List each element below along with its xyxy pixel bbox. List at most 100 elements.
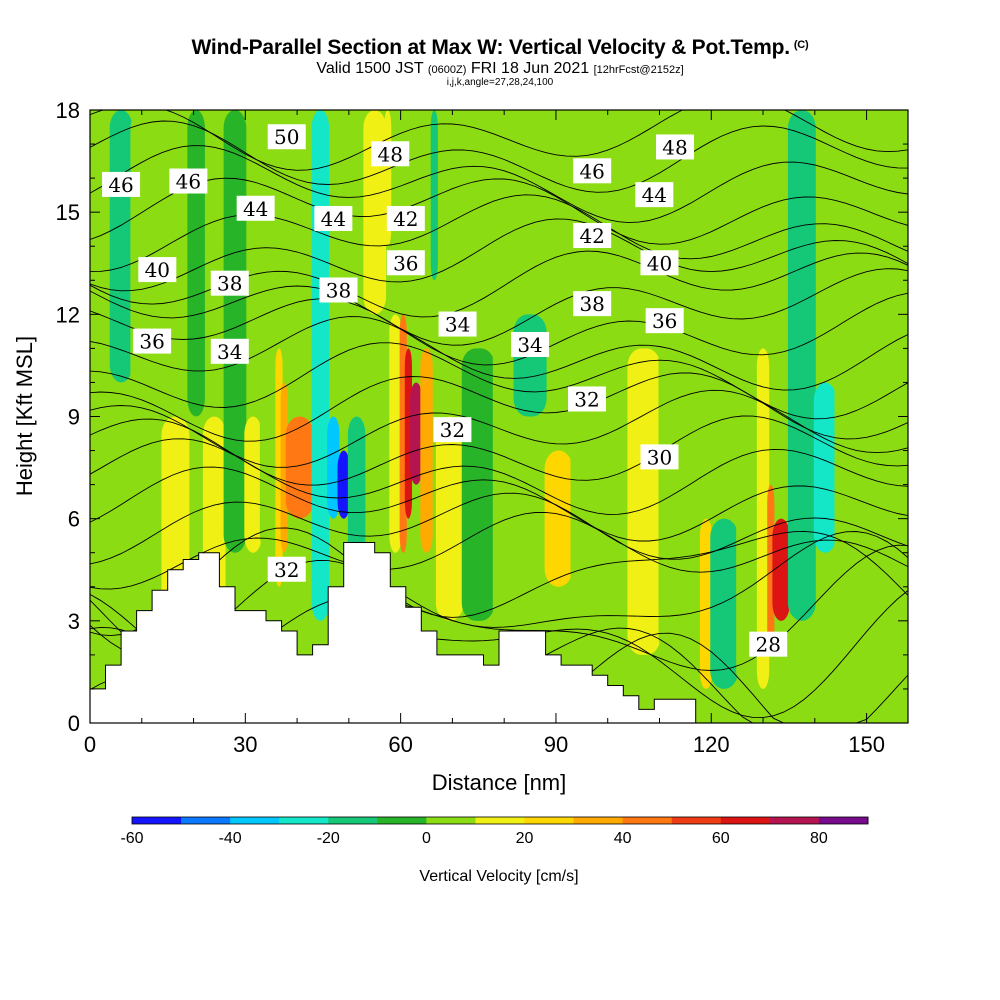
contour-label-bg xyxy=(635,182,674,208)
colorbar-label: Vertical Velocity [cm/s] xyxy=(419,868,578,885)
contour-label-bg xyxy=(138,257,177,283)
contour-label-text: 44 xyxy=(321,207,346,231)
y-axis-label: Height [Kft MSL] xyxy=(12,336,37,496)
colorbar-swatch xyxy=(671,817,722,824)
contour-label-bg xyxy=(438,311,477,337)
contour-label-text: 34 xyxy=(517,333,542,357)
contour-label-bg xyxy=(640,444,679,470)
contour-label: 34 xyxy=(438,311,477,337)
contour-label-bg xyxy=(749,631,788,657)
colorbar-swatch xyxy=(475,817,526,824)
contour-label: 50 xyxy=(267,124,306,150)
contour-label-bg xyxy=(314,205,353,231)
contour-label-text: 32 xyxy=(274,558,299,582)
theta-contour-line xyxy=(90,342,908,420)
contour-label: 32 xyxy=(568,386,607,412)
colorbar: -60 -40 -20 0 20 40 60 80 xyxy=(120,816,869,847)
colorbar-tick-label: 80 xyxy=(810,830,828,847)
contour-label-text: 36 xyxy=(139,330,164,354)
contour-label: 38 xyxy=(210,270,249,296)
contour-label-bg xyxy=(267,124,306,150)
w-cell xyxy=(420,348,433,553)
contour-label-text: 30 xyxy=(647,445,672,469)
colorbar-swatch xyxy=(720,817,771,824)
contour-label-text: 42 xyxy=(579,224,604,248)
contour-label-text: 40 xyxy=(647,251,672,275)
y-tick-label: 3 xyxy=(68,609,80,634)
colorbar-swatch xyxy=(818,817,869,824)
w-cell xyxy=(363,110,387,315)
w-cell xyxy=(223,110,247,553)
contour-label-bg xyxy=(319,277,358,303)
y-tick-label: 15 xyxy=(56,200,80,225)
contour-label-bg xyxy=(386,250,425,276)
w-cell xyxy=(461,348,495,621)
theta-contour-line xyxy=(90,466,908,542)
contour-label: 46 xyxy=(102,171,141,197)
w-cell xyxy=(736,110,759,689)
w-cell xyxy=(492,110,516,655)
theta-contour-line xyxy=(90,492,908,565)
theta-contour-line xyxy=(90,177,908,245)
contour-label-text: 48 xyxy=(378,142,403,166)
contour-label: 36 xyxy=(133,328,172,354)
colorbar-swatch xyxy=(426,817,476,824)
w-cell xyxy=(109,110,133,383)
contour-label: 44 xyxy=(314,205,353,231)
contour-labels: 50 48 48 46 46 46 44 44 44 42 42 40 40 38 38 38 36 36 36 34… xyxy=(102,124,788,657)
y-tick-label: 0 xyxy=(68,711,80,736)
theta-contour-line xyxy=(90,110,908,171)
contour-label-text: 38 xyxy=(579,292,604,316)
contour-label: 46 xyxy=(573,158,612,184)
x-tick-label: 150 xyxy=(848,732,885,757)
w-cell xyxy=(244,416,262,553)
w-cell xyxy=(409,382,423,485)
contour-label: 38 xyxy=(573,291,612,317)
valid-time: Valid 1500 JST xyxy=(316,60,424,77)
contour-label-text: 38 xyxy=(326,278,351,302)
contour-label: 30 xyxy=(640,444,679,470)
terrain-mask xyxy=(89,542,908,724)
w-cell xyxy=(710,518,739,689)
x-tick-label: 120 xyxy=(693,732,730,757)
contour-label-bg xyxy=(433,417,472,443)
colorbar-tick-label: -20 xyxy=(317,830,340,847)
contour-label-text: 36 xyxy=(393,251,418,275)
contour-label: 48 xyxy=(656,134,695,160)
contour-label: 32 xyxy=(267,556,306,582)
theta-contour-line xyxy=(90,218,908,292)
contour-label-text: 36 xyxy=(652,309,677,333)
w-cell xyxy=(389,314,402,553)
x-tick-label: 60 xyxy=(388,732,412,757)
colorbar-swatch xyxy=(132,817,182,824)
contour-label: 34 xyxy=(210,338,249,364)
contour-label-bg xyxy=(386,205,425,231)
utc-time: (0600Z) xyxy=(427,64,467,76)
colorbar-swatch xyxy=(622,817,673,824)
contour-label-text: 40 xyxy=(145,258,170,282)
colorbar-swatch xyxy=(769,817,820,824)
contour-label-bg xyxy=(371,141,410,167)
y-tick-label: 12 xyxy=(56,302,80,327)
contour-label-bg xyxy=(573,223,612,249)
w-cell xyxy=(772,518,790,621)
x-tick-label: 90 xyxy=(544,732,568,757)
theta-contour-line xyxy=(90,438,908,515)
colorbar-frame xyxy=(131,816,869,825)
contour-label-text: 32 xyxy=(440,418,465,442)
w-cell xyxy=(311,110,330,621)
w-cell xyxy=(435,416,464,621)
contour-label: 42 xyxy=(573,223,612,249)
colorbar-swatch xyxy=(230,817,280,824)
contour-label-text: 32 xyxy=(574,387,599,411)
contour-label-text: 34 xyxy=(445,313,470,337)
contour-label-text: 46 xyxy=(176,170,201,194)
colorbar-swatch xyxy=(328,817,378,824)
x-axis-label: Distance [nm] xyxy=(432,770,567,795)
x-tick-label: 0 xyxy=(84,732,96,757)
theta-contour-line xyxy=(90,316,908,391)
colorbar-tick-label: 20 xyxy=(516,830,534,847)
w-cell xyxy=(513,314,547,417)
x-tick-label: 30 xyxy=(233,732,257,757)
colorbar-tick-label: -60 xyxy=(120,830,143,847)
